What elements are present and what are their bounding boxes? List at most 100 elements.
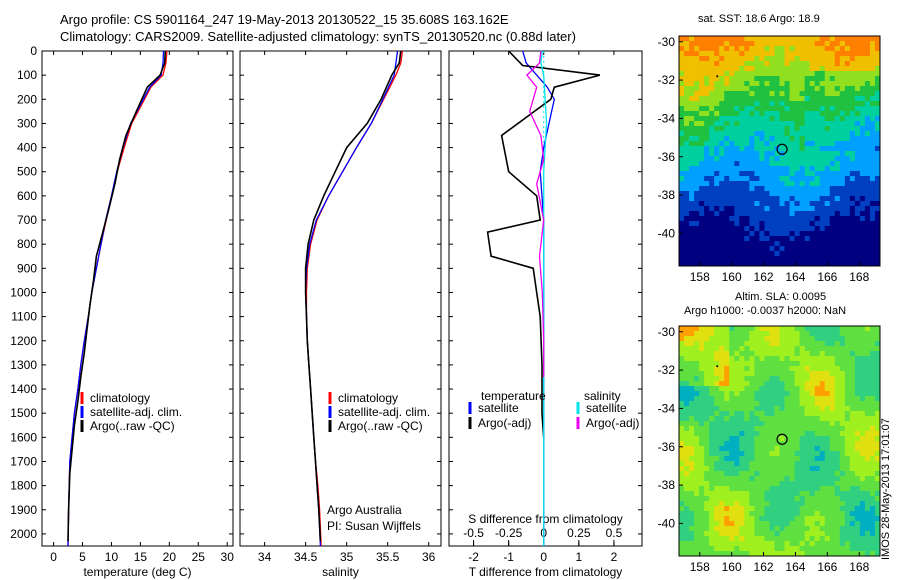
map-cell	[744, 241, 750, 247]
map-cell	[839, 486, 846, 492]
map-cell	[774, 501, 780, 507]
map-cell	[844, 96, 851, 102]
map-cell	[859, 546, 866, 552]
map-cell	[804, 461, 811, 467]
map-cell	[774, 241, 780, 247]
map-cell	[699, 401, 705, 407]
map-cell	[714, 406, 720, 412]
map-cell	[704, 451, 710, 457]
map-cell	[849, 211, 856, 217]
map-cell	[769, 211, 775, 217]
map-cell	[804, 426, 811, 432]
map-cell	[749, 81, 755, 87]
map-cell	[869, 46, 876, 52]
map-cell	[859, 71, 866, 77]
map-cell	[809, 41, 816, 47]
map-cell	[824, 171, 831, 177]
map-cell	[849, 76, 856, 82]
sst-map-title: sat. SST: 18.6 Argo: 18.9	[698, 13, 820, 25]
map-cell	[859, 161, 866, 167]
map-cell	[809, 446, 816, 452]
map-cell	[689, 261, 695, 267]
map-cell	[714, 331, 720, 337]
map-cell	[864, 246, 871, 252]
map-cell	[744, 471, 750, 477]
map-cell	[854, 51, 861, 57]
map-cell	[759, 506, 765, 512]
map-cell	[834, 56, 841, 62]
map-cell	[859, 116, 866, 122]
map-cell	[784, 366, 790, 372]
map-cell	[834, 121, 841, 127]
map-cell	[679, 131, 685, 137]
map-x-tick-label: 160	[722, 560, 742, 574]
map-cell	[779, 86, 785, 92]
map-cell	[844, 496, 851, 502]
map-cell	[724, 341, 730, 347]
map-cell	[819, 181, 826, 187]
map-cell	[854, 506, 861, 512]
map-cell	[809, 491, 816, 497]
map-cell	[869, 171, 876, 177]
map-cell	[794, 401, 801, 407]
map-cell	[764, 326, 770, 332]
map-cell	[714, 531, 720, 537]
map-cell	[849, 221, 856, 227]
map-cell	[724, 176, 730, 182]
map-cell	[874, 336, 881, 342]
map-cell	[819, 61, 826, 67]
map-cell	[869, 336, 876, 342]
map-cell	[844, 546, 851, 552]
map-cell	[859, 531, 866, 537]
map-cell	[714, 141, 720, 147]
map-cell	[869, 531, 876, 537]
map-cell	[754, 496, 760, 502]
map-cell	[679, 466, 685, 472]
map-cell	[739, 191, 745, 197]
map-cell	[814, 121, 821, 127]
map-cell	[864, 161, 871, 167]
map-cell	[679, 371, 685, 377]
map-cell	[709, 376, 715, 382]
map-cell	[759, 96, 765, 102]
map-cell	[739, 206, 745, 212]
map-cell	[774, 76, 780, 82]
map-cell	[789, 136, 795, 142]
map-cell	[719, 186, 725, 192]
map-cell	[774, 51, 780, 57]
map-cell	[714, 221, 720, 227]
map-cell	[789, 411, 795, 417]
map-cell	[864, 551, 871, 557]
map-cell	[709, 251, 715, 257]
map-cell	[779, 251, 785, 257]
map-cell	[824, 406, 831, 412]
map-cell	[854, 371, 861, 377]
map-cell	[784, 206, 790, 212]
map-cell	[829, 526, 836, 532]
map-cell	[844, 446, 851, 452]
map-cell	[824, 131, 831, 137]
map-cell	[779, 351, 785, 357]
map-cell	[799, 76, 806, 82]
map-cell	[869, 106, 876, 112]
map-cell	[724, 386, 730, 392]
map-cell	[819, 406, 826, 412]
map-cell	[829, 341, 836, 347]
map-cell	[694, 346, 700, 352]
map-cell	[769, 546, 775, 552]
map-cell	[704, 231, 710, 237]
map-cell	[729, 171, 735, 177]
map-cell	[844, 356, 851, 362]
map-cell	[814, 506, 821, 512]
map-cell	[794, 511, 801, 517]
map-cell	[769, 241, 775, 247]
map-cell	[794, 221, 801, 227]
map-cell	[764, 491, 770, 497]
map-cell	[734, 86, 740, 92]
map-cell	[724, 346, 730, 352]
map-cell	[874, 261, 881, 267]
map-cell	[819, 501, 826, 507]
map-cell	[844, 456, 851, 462]
map-cell	[754, 546, 760, 552]
map-cell	[689, 76, 695, 82]
